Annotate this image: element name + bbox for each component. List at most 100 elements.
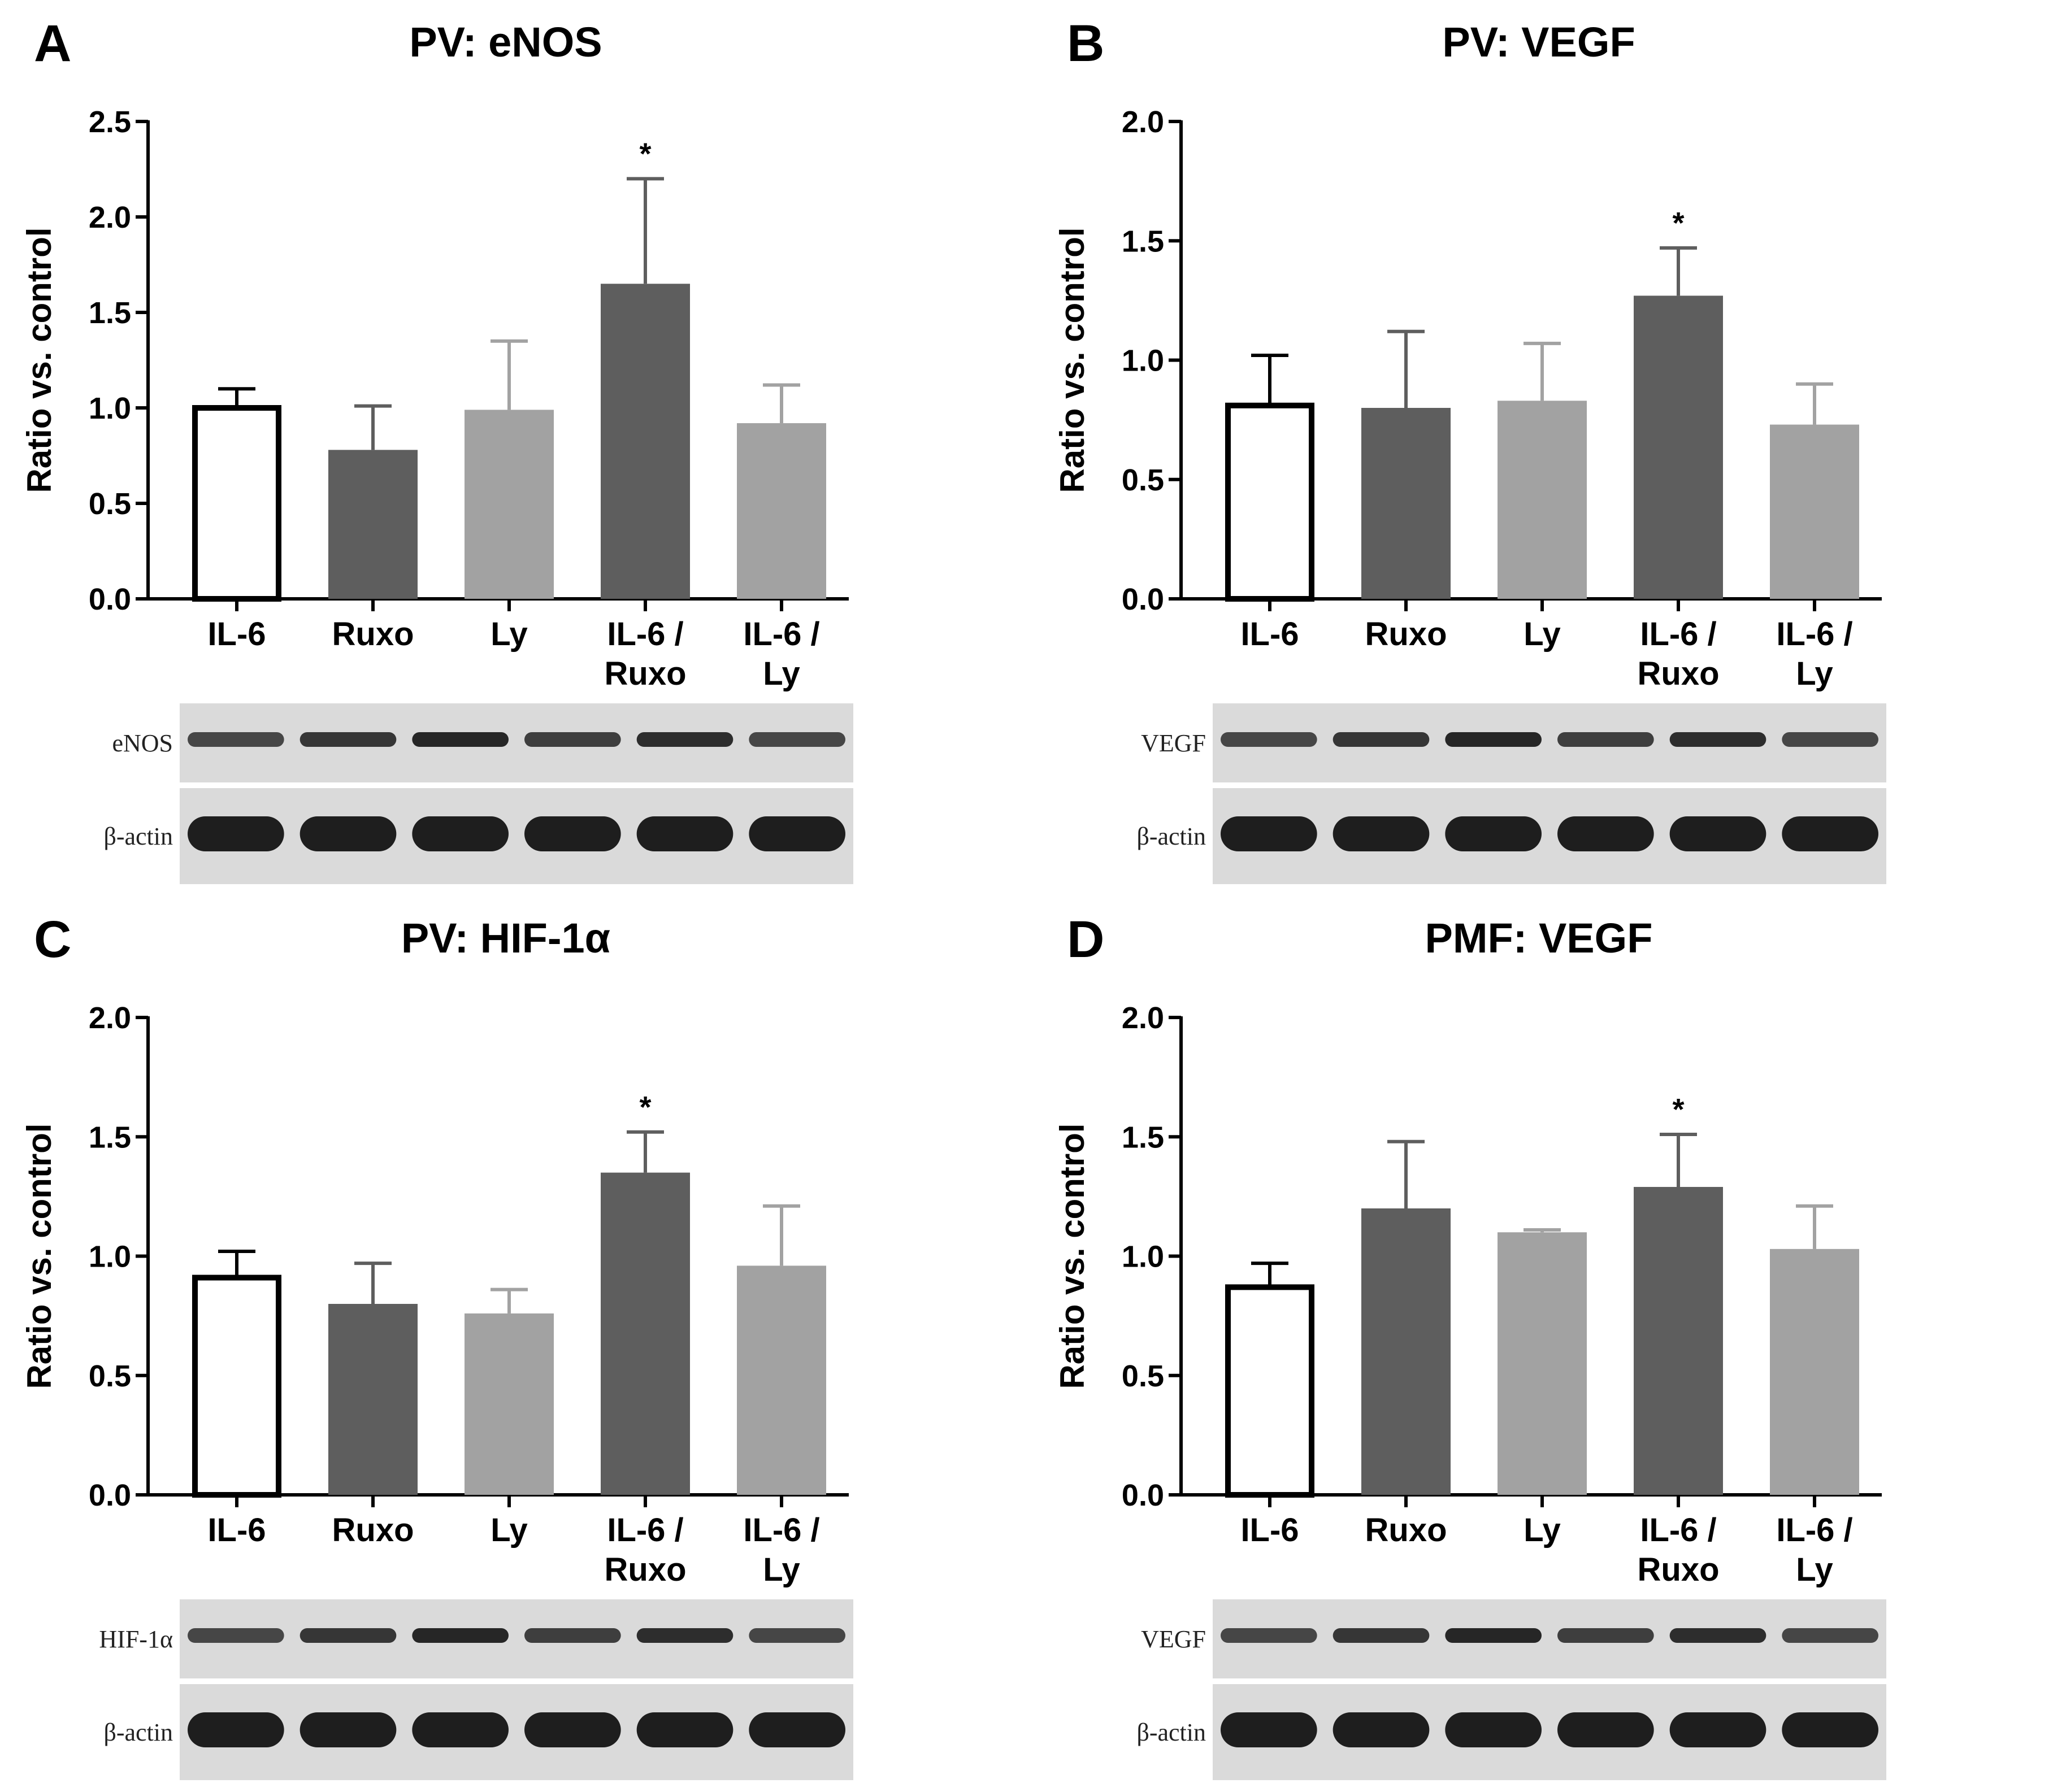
blot-band [1557, 1628, 1654, 1643]
y-tick-label: 1.5 [1122, 224, 1164, 258]
y-tick-label: 1.5 [89, 296, 131, 330]
x-tick-label-line: IL-6 / [1776, 616, 1852, 653]
blot-band [524, 1628, 621, 1643]
x-tick-label: Ly [491, 616, 528, 653]
chart-title: PV: HIF-1α [401, 915, 610, 962]
chart-svg: A PV: eNOS Ratio vs. control 0.0 0.5 1.0 1.5 2.… [20, 15, 853, 884]
bar [1634, 295, 1723, 599]
bar [1498, 1232, 1587, 1495]
bar [601, 284, 690, 599]
y-tick-label: 2.0 [1122, 105, 1164, 139]
y-axis-label: Ratio vs. control [1053, 1123, 1091, 1389]
blot-band [1333, 1628, 1430, 1643]
blot-band [1445, 816, 1542, 851]
blot-band [1669, 1628, 1766, 1643]
y-axis-label: Ratio vs. control [20, 1123, 58, 1389]
y-tick-label: 2.0 [89, 1001, 131, 1035]
bar [328, 1304, 418, 1495]
panel-letter: B [1067, 15, 1104, 72]
blot-actin-label: β-actin [1136, 823, 1206, 850]
x-tick-label: IL-6 [1240, 616, 1299, 653]
blot-band [636, 1712, 733, 1747]
bar [1634, 1186, 1723, 1495]
blot-band [300, 732, 397, 747]
blot-band [1782, 732, 1878, 747]
blot-target-label: VEGF [1141, 729, 1206, 757]
blot-actin-strip [1213, 1684, 1886, 1780]
bar [1770, 424, 1859, 599]
chart-title: PV: eNOS [409, 19, 602, 66]
blot-target-strip [1213, 703, 1886, 782]
bar [737, 423, 826, 599]
x-tick-label-line: IL-6 [1240, 1512, 1299, 1549]
bar [192, 1275, 281, 1498]
blot-band [188, 732, 284, 747]
blot-band [524, 816, 621, 851]
chart-svg: C PV: HIF-1α Ratio vs. control 0.0 0.5 1.0 1.5… [20, 911, 853, 1780]
bar [465, 1313, 554, 1495]
significance-marker: * [639, 1090, 651, 1124]
x-tick-label: Ruxo [1365, 616, 1447, 653]
y-tick-label: 2.0 [89, 201, 131, 234]
x-tick-label-line: Ly [491, 1512, 528, 1549]
panel-letter: A [34, 15, 71, 72]
x-tick-label-line: Ruxo [1365, 1512, 1447, 1549]
blot-band [749, 816, 845, 851]
blot-band [1221, 1628, 1317, 1643]
blot-target-strip [180, 1599, 853, 1678]
blot-band [188, 1712, 284, 1747]
y-tick-label: 0.0 [1122, 1478, 1164, 1512]
x-tick-label: IL-6 /Ruxo [1638, 616, 1720, 692]
blot-band [1782, 1628, 1878, 1643]
blot-actin-label: β-actin [1136, 1719, 1206, 1746]
x-tick-label-line: IL-6 / [743, 616, 819, 653]
blot-band [749, 1628, 845, 1643]
blot-band [636, 732, 733, 747]
blot-band [1333, 816, 1430, 851]
y-tick-label: 2.5 [89, 105, 131, 139]
blot-band [636, 1628, 733, 1643]
significance-marker: * [639, 137, 651, 171]
chart-title: PV: VEGF [1442, 19, 1635, 66]
x-tick-label: IL-6 /Ruxo [605, 1512, 687, 1588]
x-tick-label-line: IL-6 [207, 1512, 266, 1549]
blot-band [412, 1628, 509, 1643]
blot-band [1333, 732, 1430, 747]
x-tick-label-line: Ly [763, 655, 800, 692]
chart-title: PMF: VEGF [1425, 915, 1653, 962]
bar [1361, 1208, 1451, 1495]
blot-band [300, 1628, 397, 1643]
blot-band [1333, 1712, 1430, 1747]
x-tick-label-line: IL-6 / [607, 616, 683, 653]
y-tick-label: 2.0 [1122, 1001, 1164, 1035]
x-tick-label-line: Ly [763, 1551, 800, 1588]
x-tick-label-line: Ruxo [1365, 616, 1447, 653]
x-tick-label-line: Ruxo [1638, 1551, 1720, 1588]
blot-band [749, 1712, 845, 1747]
chart-svg: D PMF: VEGF Ratio vs. control 0.0 0.5 1.0 1.5 2… [1053, 911, 1886, 1780]
blot-band [1221, 732, 1317, 747]
bar [192, 405, 281, 602]
bar [1361, 408, 1451, 599]
x-tick-label-line: IL-6 [207, 616, 266, 653]
x-tick-label: Ruxo [1365, 1512, 1447, 1549]
x-tick-label: IL-6 [207, 616, 266, 653]
x-tick-label: IL-6 /Ly [743, 616, 819, 692]
blot-target-strip [180, 703, 853, 782]
blot-actin-label: β-actin [103, 823, 173, 850]
blot-actin-strip [180, 1684, 853, 1780]
x-tick-label: IL-6 /Ly [743, 1512, 819, 1588]
bar [1498, 401, 1587, 599]
blot-band [1445, 1712, 1542, 1747]
bar [328, 450, 418, 599]
blot-band [524, 732, 621, 747]
blot-target-strip [1213, 1599, 1886, 1678]
panel-letter: C [34, 911, 71, 968]
x-tick-label: IL-6 /Ruxo [1638, 1512, 1720, 1588]
blot-band [300, 1712, 397, 1747]
bar [1225, 1284, 1314, 1498]
bar [465, 410, 554, 599]
blot-actin-strip [180, 788, 853, 884]
blot-band [412, 1712, 509, 1747]
panel-b: B PV: VEGF Ratio vs. control 0.0 0.5 1.0 1.5 2.… [1033, 0, 2066, 896]
